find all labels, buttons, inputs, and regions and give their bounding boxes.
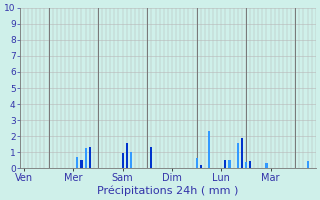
Bar [249,161,251,168]
Bar [208,131,210,168]
Bar [122,153,124,168]
Bar [241,138,243,168]
Bar [130,152,132,168]
Bar [245,162,247,168]
Bar [237,143,239,168]
Bar [150,147,152,168]
Bar [200,165,202,168]
Bar [266,163,268,168]
Bar [84,148,87,168]
Bar [224,160,227,168]
Bar [80,160,83,168]
X-axis label: Précipitations 24h ( mm ): Précipitations 24h ( mm ) [97,185,238,196]
Bar [307,161,308,168]
Bar [76,157,78,168]
Bar [126,143,128,168]
Bar [196,158,198,168]
Bar [89,147,91,168]
Bar [228,160,230,168]
